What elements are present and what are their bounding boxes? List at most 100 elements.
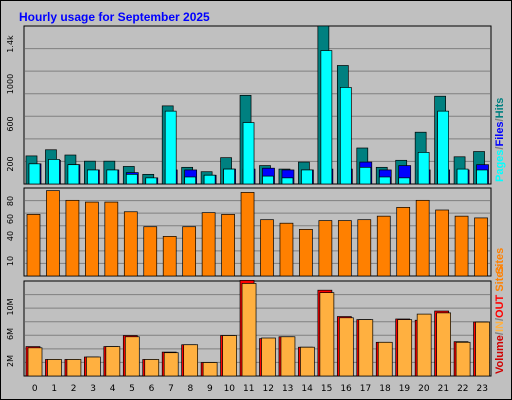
panel-3-legend: Volume/IN/OUT Sites [494,265,506,374]
sites-bar [65,199,80,277]
sites-bar [474,217,488,277]
panel-0-ytick: 1.4k [6,35,15,53]
sites-bar [279,222,294,277]
panel-3-background [23,280,492,377]
in-bar [241,283,257,377]
in-bar [144,359,160,377]
in-bar [397,319,413,377]
pages-bar [339,87,352,185]
pages-bar [145,177,158,185]
in-bar [377,341,393,377]
in-bar [183,344,199,377]
pages-bar [125,173,138,185]
hour-label: 1 [51,384,57,394]
pages-bar [398,177,411,185]
hour-label: 22 [457,384,468,394]
legend-entry: IN [494,321,506,332]
sites-bar [357,219,372,277]
in-bar [475,321,490,377]
hour-label: 8 [188,384,194,394]
in-bar [163,352,179,377]
sites-bar [240,192,255,277]
in-bar [261,337,276,377]
panel-2-ytick: 10M [6,298,15,315]
sites-bar [435,209,449,277]
pages-bar [203,174,216,185]
panel-2-ytick: 2M [6,355,15,367]
legend-entry: Volume [494,335,506,374]
hour-label: 4 [110,384,116,394]
sites-bar [260,219,274,277]
legend-entry: Sites [494,265,506,294]
panel-2-ytick: 6M [6,328,15,340]
hour-label: 7 [168,384,174,394]
panel-0-ytick: 1000 [6,74,15,94]
in-bar [455,341,471,377]
sites-bar [221,214,235,277]
hour-label: 5 [129,384,135,394]
legend-entry: Hits [494,98,506,119]
hour-label: 12 [263,384,274,394]
hour-label: 6 [149,384,155,394]
hour-label: 21 [438,384,449,394]
legend-entry: / [494,147,506,150]
sites-bar [182,226,197,277]
pages-bar [437,110,449,185]
in-bar [27,347,43,377]
sites-bar [26,214,41,277]
pages-bar [262,175,274,185]
in-bar [436,312,451,377]
sites-bar [104,201,119,277]
chart-title: Hourly usage for September 2025 [19,10,210,24]
panel-0-ytick: 200 [6,156,15,171]
pages-bar [417,152,430,185]
in-bar [222,335,237,377]
legend-entry: Sites [494,248,506,274]
sites-bar [299,229,313,277]
panel-1-ytick: 60 [6,214,15,224]
panel-2-legend: Sites [494,248,506,274]
sites-bar [337,220,352,277]
pages-bar [106,169,119,185]
panel-1-ytick: 80 [6,196,15,206]
hour-label: 17 [360,384,371,394]
in-bar [66,359,82,377]
pages-bar [28,163,41,185]
in-bar [358,319,374,377]
hour-label: 23 [477,384,488,394]
sites-bar [162,236,177,277]
pages-bar [320,50,333,185]
hour-label: 11 [243,384,254,394]
sites-bar [201,212,216,277]
sites-bar [396,207,411,277]
pages-bar [48,159,60,185]
sites-bar [143,226,158,277]
in-bar [105,346,121,377]
sites-bar [85,201,99,277]
legend-entry: / [494,118,506,121]
in-bar [280,336,296,377]
panel-1-ytick: 10 [6,256,15,266]
panel-1-legend: Pages/Files/Hits [494,98,506,182]
panel-1-background [23,25,492,185]
legend-entry: / [494,318,506,321]
hour-label: 0 [32,384,38,394]
hour-label: 3 [90,384,96,394]
hour-label: 9 [207,384,213,394]
pages-bar [67,164,80,185]
sites-bar [318,220,333,277]
in-bar [319,292,335,377]
in-bar [300,346,315,377]
panel-2-background [23,187,492,277]
pages-bar [359,166,372,185]
pages-bar [378,176,391,185]
in-bar [86,356,101,377]
pages-bar [476,169,488,185]
in-bar [124,336,140,377]
in-bar [416,313,432,377]
hour-label: 20 [418,384,430,394]
pages-bar [242,122,255,185]
legend-entry: Pages [494,150,506,182]
